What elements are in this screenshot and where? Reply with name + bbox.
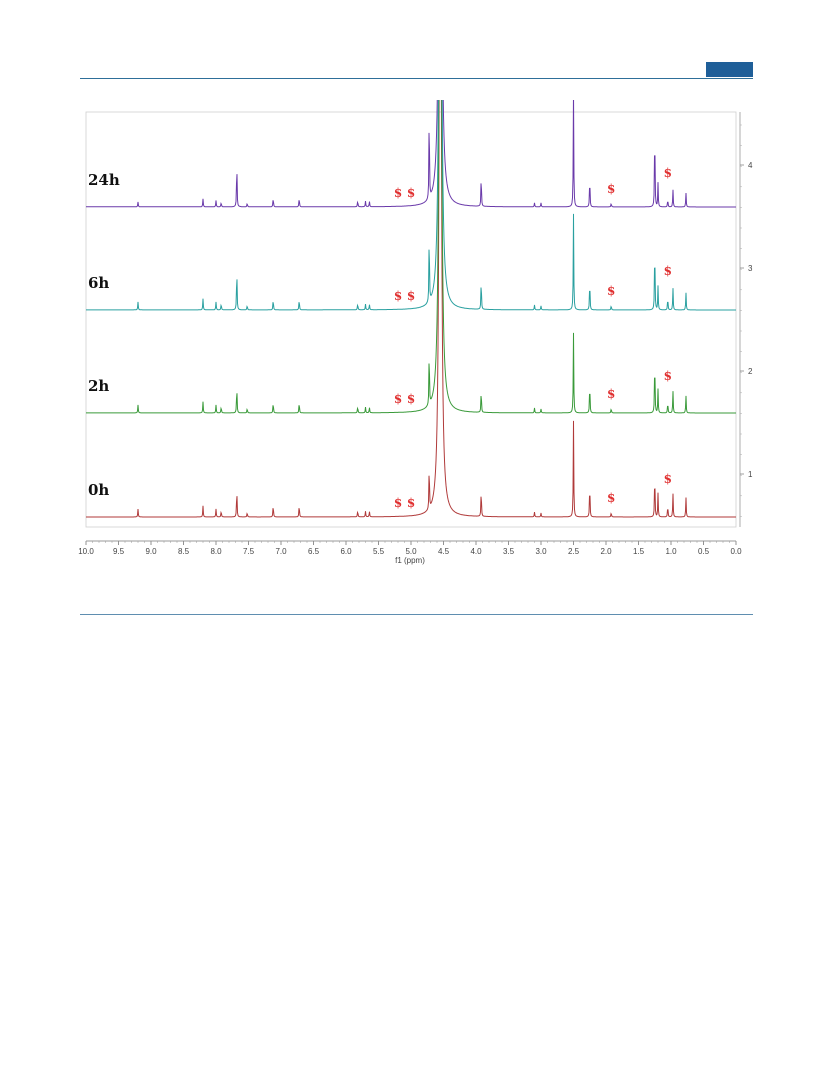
x-axis-label: f1 (ppm) (395, 556, 425, 565)
x-tick-label-15: 2.5 (568, 547, 580, 556)
marker-2h-1: $ (407, 392, 415, 406)
header-rule (80, 78, 753, 79)
trace-labels: 0h 2h 6h 24h (88, 171, 120, 499)
marker-0h-3: $ (664, 472, 672, 486)
marker-6h-3: $ (664, 264, 672, 278)
x-axis: 10.0 9.5 9.0 8.5 8.0 7.5 7.0 6.5 6.0 5.5 5.0 4.5 4.0… (78, 540, 742, 556)
trace-2h (86, 100, 736, 414)
trace-label-2h: 2h (88, 377, 109, 395)
marker-0h-0: $ (394, 496, 402, 510)
x-tick-label-1: 9.5 (113, 547, 125, 556)
x-tick-label-7: 6.5 (308, 547, 320, 556)
x-tick-label-14: 3.0 (535, 547, 547, 556)
marker-6h-1: $ (407, 289, 415, 303)
x-tick-label-2: 9.0 (145, 547, 157, 556)
x-tick-label-16: 2.0 (600, 547, 612, 556)
x-tick-label-8: 6.0 (340, 547, 352, 556)
marker-2h-3: $ (664, 369, 672, 383)
header-accent-tab (706, 62, 753, 77)
footer-rule (80, 614, 753, 615)
x-tick-label-17: 1.5 (633, 547, 645, 556)
marker-6h-2: $ (607, 284, 615, 298)
x-tick-label-0: 10.0 (78, 547, 94, 556)
marker-2h-2: $ (607, 387, 615, 401)
x-tick-label-3: 8.5 (178, 547, 190, 556)
marker-0h-1: $ (407, 496, 415, 510)
trace-label-6h: 6h (88, 274, 109, 292)
right-tick-label-3: 4 (748, 161, 753, 170)
impurity-markers: $ $ $ $ $ $ $ $ $ $ $ $ $ $ $ $ (394, 166, 672, 510)
x-tick-label-19: 0.5 (698, 547, 710, 556)
x-tick-label-20: 0.0 (730, 547, 742, 556)
x-tick-label-6: 7.0 (275, 547, 287, 556)
x-tick-label-10: 5.0 (405, 547, 417, 556)
marker-24h-1: $ (407, 186, 415, 200)
trace-6h (86, 100, 736, 311)
right-tick-label-1: 2 (748, 367, 753, 376)
trace-24h (86, 100, 736, 208)
x-tick-label-12: 4.0 (470, 547, 482, 556)
x-tick-label-4: 8.0 (210, 547, 222, 556)
marker-24h-2: $ (607, 182, 615, 196)
marker-24h-0: $ (394, 186, 402, 200)
right-tick-label-2: 3 (748, 264, 753, 273)
x-tick-label-5: 7.5 (243, 547, 255, 556)
marker-24h-3: $ (664, 166, 672, 180)
trace-label-0h: 0h (88, 481, 109, 499)
marker-2h-0: $ (394, 392, 402, 406)
right-tick-label-0: 1 (748, 470, 753, 479)
plot-frame (85, 111, 737, 528)
marker-0h-2: $ (607, 491, 615, 505)
x-tick-label-11: 4.5 (438, 547, 450, 556)
trace-label-24h: 24h (88, 171, 120, 189)
x-tick-label-9: 5.5 (373, 547, 385, 556)
trace-0h (86, 100, 736, 518)
right-axis: 1 2 3 4 (739, 112, 753, 527)
marker-6h-0: $ (394, 289, 402, 303)
spectrum-traces (86, 100, 736, 518)
x-tick-label-13: 3.5 (503, 547, 515, 556)
x-tick-label-18: 1.0 (665, 547, 677, 556)
